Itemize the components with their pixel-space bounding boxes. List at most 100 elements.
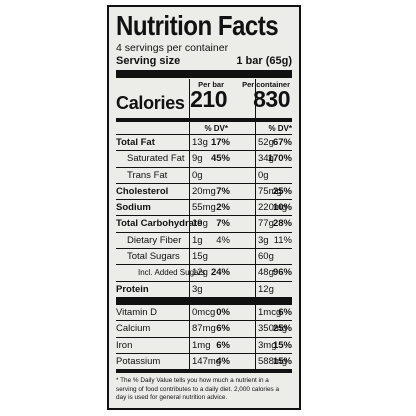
nutrient-rows: Total Fat 13g 17% 52g 67% Saturated Fat 9g 45% 3… (116, 135, 292, 297)
amount-per-container: 75mg (258, 185, 282, 197)
nutrient-row: Cholesterol 20mg 7% 75mg 25% (116, 182, 292, 199)
dv-header-per-bar: % DV* (204, 124, 228, 133)
amount-per-container: 12g (258, 283, 274, 295)
nutrient-name: Total Carbohydrate (116, 218, 203, 230)
dv-header-divider (116, 134, 292, 135)
amount-per-bar: 0g (192, 169, 203, 181)
footnote: * The % Daily Value tells you how much a… (116, 377, 280, 401)
amount-per-bar: 15g (192, 251, 208, 263)
dv-per-container: 6% (278, 306, 292, 318)
serving-size-row: Serving size 1 bar (65g) (116, 55, 292, 67)
dv-per-bar: 24% (210, 267, 230, 279)
amount-per-bar: 19g (192, 218, 208, 230)
nutrient-name: Protein (116, 283, 149, 295)
amount-per-bar: 1mg (192, 339, 211, 351)
amount-per-container: 60g (258, 251, 274, 263)
servings-per-container: 4 servings per container (116, 42, 229, 54)
nutrient-row: Total Sugars 15g 60g (116, 248, 292, 264)
dv-per-container: 25% (272, 185, 292, 197)
dv-per-container: 96% (272, 267, 292, 279)
serving-size-label: Serving size (116, 55, 181, 67)
nutrient-name: Incl. Added Sugars (138, 268, 206, 278)
calories-per-bar: 210 (190, 86, 227, 112)
nutrition-facts-label: Nutrition Facts 4 servings per container… (107, 5, 301, 410)
amount-per-bar: 3g (192, 283, 203, 295)
dv-per-container: 25% (272, 323, 292, 335)
label-title: Nutrition Facts (116, 10, 279, 41)
amount-per-bar: 20mg (192, 185, 216, 197)
amount-per-bar: 87mg (192, 323, 216, 335)
per-bar-header: Per bar (198, 80, 224, 89)
medium-divider (116, 118, 292, 122)
dv-per-bar: 4% (216, 355, 230, 367)
nutrient-name: Calcium (116, 323, 151, 335)
dv-per-bar: 0% (216, 306, 230, 318)
nutrient-row: Sodium 55mg 2% 220mg 10% (116, 199, 292, 215)
nutrient-row: Iron 1mg 6% 3mg 15% (116, 336, 292, 353)
dv-per-bar: 6% (216, 339, 230, 351)
amount-per-bar: 1g (192, 234, 203, 246)
amount-per-container: 3g (258, 234, 269, 246)
amount-per-container: 588mg (258, 355, 288, 367)
amount-per-container: 77g (258, 218, 274, 230)
amount-per-bar: 12g (192, 267, 208, 279)
nutrient-name: Trans Fat (127, 169, 168, 181)
calories-row: Calories Per bar Per container 210 830 (116, 78, 292, 118)
vitamin-rows: Vitamin D 0mcg 0% 1mcg 6% Calcium 87mg 6% 350mg 2… (116, 305, 292, 369)
amount-per-bar: 0mcg (192, 306, 216, 318)
dv-header-row: % DV* % DV* (116, 122, 292, 134)
per-container-header: Per container (242, 80, 290, 89)
dv-per-bar: 45% (210, 153, 230, 165)
nutrient-name: Total Sugars (127, 251, 180, 263)
amount-per-bar: 147mg (192, 355, 222, 367)
nutrient-name: Iron (116, 339, 133, 351)
thick-divider (116, 70, 292, 78)
nutrient-name: Cholesterol (116, 185, 169, 197)
footnote-divider (116, 369, 292, 374)
dv-per-container: 11% (273, 234, 292, 246)
dv-per-bar: 4% (216, 234, 230, 246)
amount-per-bar: 55mg (192, 202, 216, 214)
nutrient-name: Dietary Fiber (127, 234, 182, 246)
nutrient-row: Total Carbohydrate 19g 7% 77g 28% (116, 215, 292, 231)
amount-per-container: 350mg (258, 323, 288, 335)
nutrient-name: Total Fat (116, 137, 155, 148)
nutrient-row: Potassium 147mg 4% 588mg 15% (116, 352, 292, 369)
column-divider-1 (189, 79, 190, 371)
dv-per-bar: 7% (216, 185, 230, 197)
amount-per-container: 0g (258, 169, 269, 181)
serving-size-value: 1 bar (65g) (236, 55, 292, 67)
dv-per-bar: 2% (216, 202, 230, 214)
dv-per-bar: 17% (210, 137, 230, 148)
nutrient-name: Saturated Fat (127, 153, 185, 165)
nutrient-row: Saturated Fat 9g 45% 34g 170% (116, 150, 292, 166)
nutrient-row: Trans Fat 0g 0g (116, 166, 292, 183)
nutrient-row: Calcium 87mg 6% 350mg 25% (116, 320, 292, 336)
dv-per-container: 15% (272, 339, 292, 351)
nutrient-name: Potassium (116, 355, 161, 367)
amount-per-container: 52g (258, 137, 274, 148)
dv-per-container: 15% (272, 355, 292, 367)
nutrient-row: Incl. Added Sugars 12g 24% 48g 96% (116, 264, 292, 280)
nutrient-row: Dietary Fiber 1g 4% 3g 11% (116, 231, 292, 248)
dv-per-bar: 7% (216, 218, 230, 230)
dv-per-container: 10% (272, 202, 292, 214)
dv-per-container: 28% (272, 218, 292, 230)
dv-per-bar: 6% (216, 323, 230, 335)
column-divider-2 (255, 79, 256, 371)
dv-header-per-container: % DV* (268, 124, 292, 133)
amount-per-container: 48g (258, 267, 274, 279)
amount-per-container: 3mg (258, 339, 277, 351)
nutrient-name: Sodium (116, 202, 151, 214)
amount-per-container: 220mg (258, 202, 288, 214)
dv-per-container: 170% (267, 153, 292, 165)
vitamin-divider (116, 296, 292, 305)
amount-per-container: 34g (258, 153, 274, 165)
amount-per-bar: 9g (192, 153, 203, 165)
amount-per-container: 1mcg (258, 306, 282, 318)
dv-per-container: 67% (272, 137, 292, 148)
calories-label: Calories (116, 93, 185, 113)
nutrient-row: Vitamin D 0mcg 0% 1mcg 6% (116, 305, 292, 320)
nutrient-name: Vitamin D (116, 306, 158, 318)
amount-per-bar: 13g (192, 137, 208, 148)
